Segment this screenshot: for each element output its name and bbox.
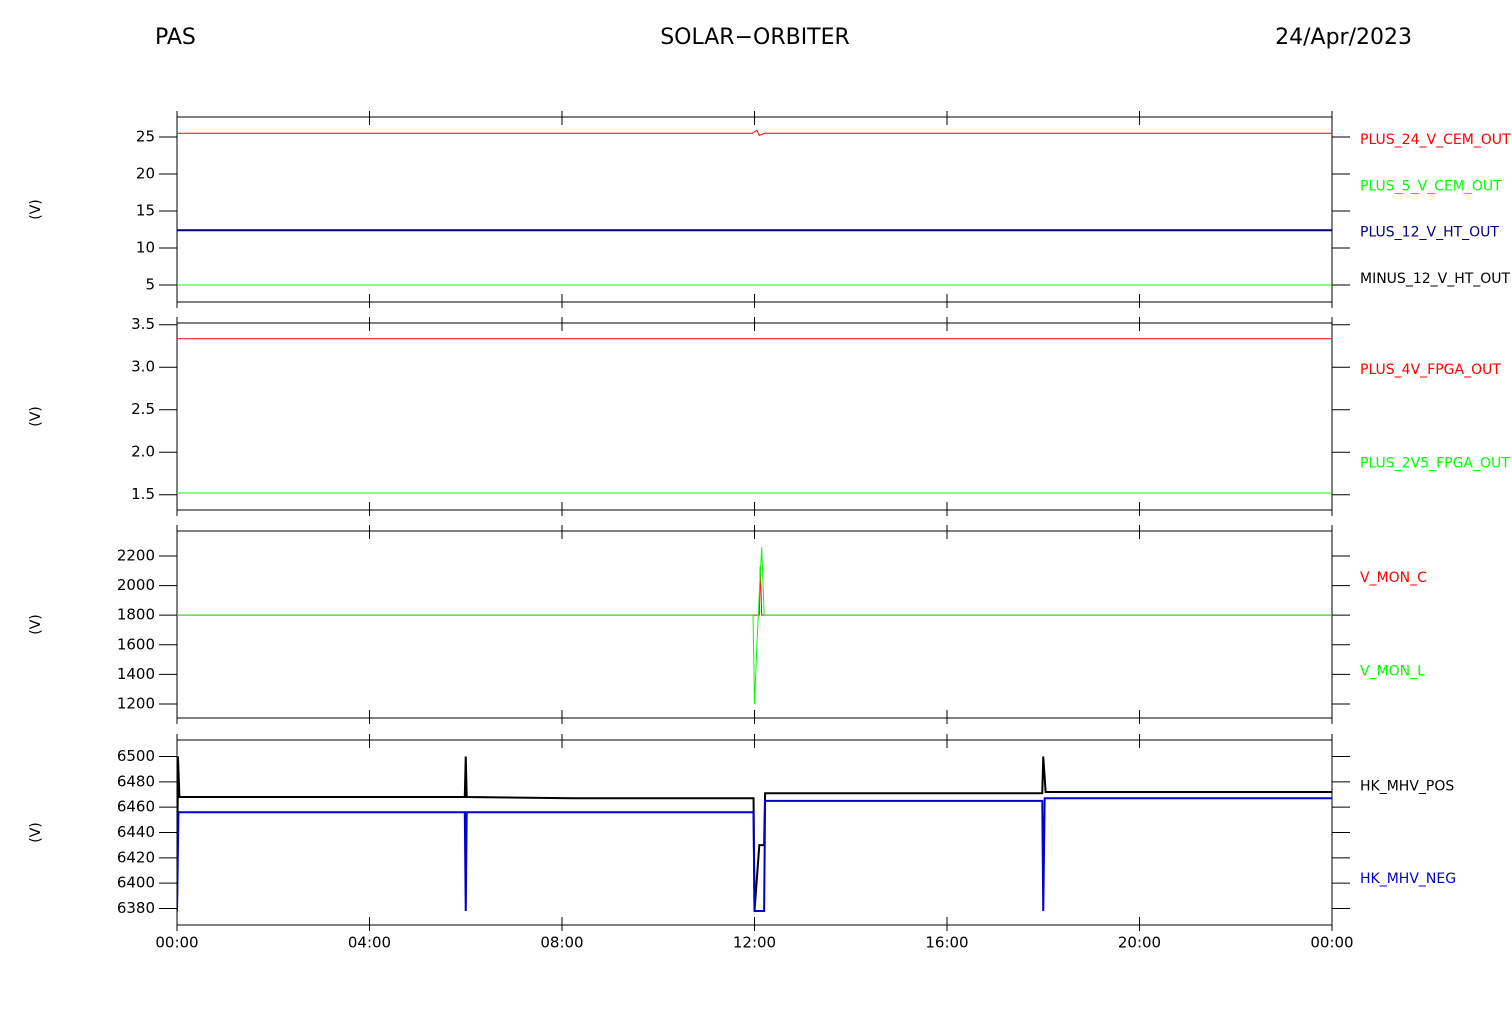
y-tick-label: 2000 bbox=[117, 576, 155, 594]
y-tick-label: 15 bbox=[136, 201, 155, 219]
y-tick-label: 6460 bbox=[117, 798, 155, 816]
y-tick-label: 6380 bbox=[117, 899, 155, 917]
y-tick-label: 1800 bbox=[117, 606, 155, 624]
y-tick-label: 2.0 bbox=[131, 443, 155, 461]
series-label: V_MON_C bbox=[1360, 570, 1427, 586]
y-axis-label: (V) bbox=[28, 822, 44, 843]
y-tick-label: 3.5 bbox=[131, 315, 155, 333]
y-tick-label: 1200 bbox=[117, 694, 155, 712]
y-tick-label: 1.5 bbox=[131, 485, 155, 503]
series-label: HK_MHV_POS bbox=[1360, 778, 1454, 794]
y-tick-label: 2200 bbox=[117, 547, 155, 565]
x-tick-label: 12:00 bbox=[733, 934, 776, 952]
y-tick-label: 10 bbox=[136, 238, 155, 256]
series-line bbox=[177, 547, 1332, 704]
y-tick-label: 6400 bbox=[117, 874, 155, 892]
y-tick-label: 1400 bbox=[117, 665, 155, 683]
y-tick-label: 6440 bbox=[117, 823, 155, 841]
series-label: HK_MHV_NEG bbox=[1360, 871, 1456, 887]
series-label: PLUS_2V5_FPGA_OUT bbox=[1360, 455, 1510, 471]
y-tick-label: 6500 bbox=[117, 747, 155, 765]
x-tick-label: 20:00 bbox=[1118, 934, 1161, 952]
series-label: V_MON_L bbox=[1360, 663, 1425, 679]
series-label: PLUS_24_V_CEM_OUT bbox=[1360, 132, 1511, 148]
y-axis-label: (V) bbox=[28, 199, 44, 220]
plot-frame bbox=[176, 116, 1333, 303]
y-tick-label: 6480 bbox=[117, 772, 155, 790]
x-tick-label: 00:00 bbox=[155, 934, 198, 952]
date: 24/Apr/2023 bbox=[1275, 25, 1412, 50]
y-axis-label: (V) bbox=[28, 614, 44, 635]
y-axis-label: (V) bbox=[28, 406, 44, 427]
series-line bbox=[177, 797, 1332, 913]
series-label: PLUS_12_V_HT_OUT bbox=[1360, 225, 1499, 241]
series-label: MINUS_12_V_HT_OUT bbox=[1360, 271, 1511, 287]
y-tick-label: 3.0 bbox=[131, 358, 155, 376]
x-tick-label: 00:00 bbox=[1310, 934, 1353, 952]
mission: SOLAR−ORBITER bbox=[660, 25, 850, 50]
y-tick-label: 5 bbox=[145, 275, 155, 293]
series-line bbox=[177, 129, 1332, 137]
y-tick-label: 1600 bbox=[117, 635, 155, 653]
x-tick-label: 16:00 bbox=[925, 934, 968, 952]
series-label: PLUS_4V_FPGA_OUT bbox=[1360, 362, 1501, 378]
y-tick-label: 20 bbox=[136, 164, 155, 182]
y-tick-label: 25 bbox=[136, 127, 155, 145]
series-line bbox=[177, 566, 1332, 616]
y-tick-label: 6420 bbox=[117, 848, 155, 866]
instrument: PAS bbox=[155, 25, 196, 50]
plot-frame bbox=[176, 322, 1333, 511]
y-tick-label: 2.5 bbox=[131, 400, 155, 418]
series-label: PLUS_5_V_CEM_OUT bbox=[1360, 178, 1502, 194]
x-tick-label: 04:00 bbox=[348, 934, 391, 952]
x-tick-label: 08:00 bbox=[540, 934, 583, 952]
